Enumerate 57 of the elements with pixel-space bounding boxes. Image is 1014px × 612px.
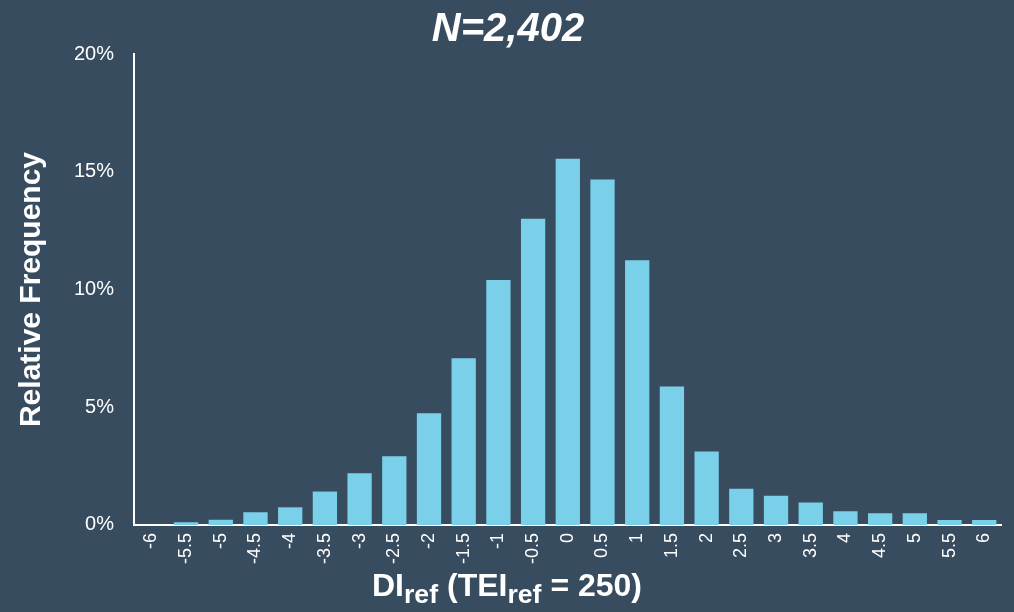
bar [625,260,650,525]
x-tick-label: -4 [279,532,300,549]
x-tick-label: 5.5 [938,532,959,559]
x-tick-label: 2.5 [730,532,751,559]
bar [798,502,823,525]
bar [451,358,476,525]
bar [312,491,338,525]
x-tick-label: -3.5 [313,532,334,565]
bar [278,507,303,525]
x-tick-label: 3 [764,532,785,543]
y-tick-label: 0% [85,512,115,535]
chart-title: N=2,402 [431,5,585,50]
x-tick-label: 4.5 [869,532,890,559]
bar [416,413,442,525]
x-tick-label: -4.5 [244,532,265,565]
bar [694,451,719,525]
y-tick-label: 10% [74,277,115,300]
bar [382,456,407,525]
bar [208,519,233,525]
x-tick-label: 0.5 [591,532,612,559]
x-tick-label: 6 [973,532,994,543]
bar [659,386,685,525]
y-tick-label: 15% [74,159,115,182]
x-tick-label: 4 [834,532,855,543]
x-tick-label: -6 [140,532,161,549]
x-tick-label: 0 [556,532,577,543]
x-tick-label: -2.5 [383,532,404,565]
x-tick-label: -1 [487,532,508,549]
x-axis-title: DI$_{ref}$ (TEI$_{ref}$ = 250) [371,566,643,610]
bar [729,488,754,525]
bar [937,520,962,525]
bar [520,218,546,525]
x-tick-label: -5 [209,532,230,549]
bar [902,513,927,525]
y-tick-label: 20% [74,41,115,64]
x-tick-label: 5 [903,532,924,543]
x-tick-label: 1.5 [660,532,681,559]
x-tick-label: -5.5 [175,532,196,565]
x-tick-label: -1.5 [452,532,473,565]
x-tick-label: 2 [695,532,716,543]
bar [763,495,789,525]
bar [555,158,580,525]
bar [243,512,268,525]
bar [867,513,893,525]
x-tick-label: -3 [348,532,369,549]
bar [972,520,997,525]
x-tick-label: 1 [626,532,647,543]
x-tick-label: -0.5 [522,532,543,565]
bar [173,522,199,525]
x-tick-label: 3.5 [799,532,820,559]
y-axis-title: Relative Frequency [13,151,47,428]
bar [833,511,858,525]
x-tick-label: -2 [417,532,438,549]
bar [347,473,372,525]
bar [590,179,615,525]
y-tick-label: 5% [85,394,115,417]
bar [486,280,511,525]
